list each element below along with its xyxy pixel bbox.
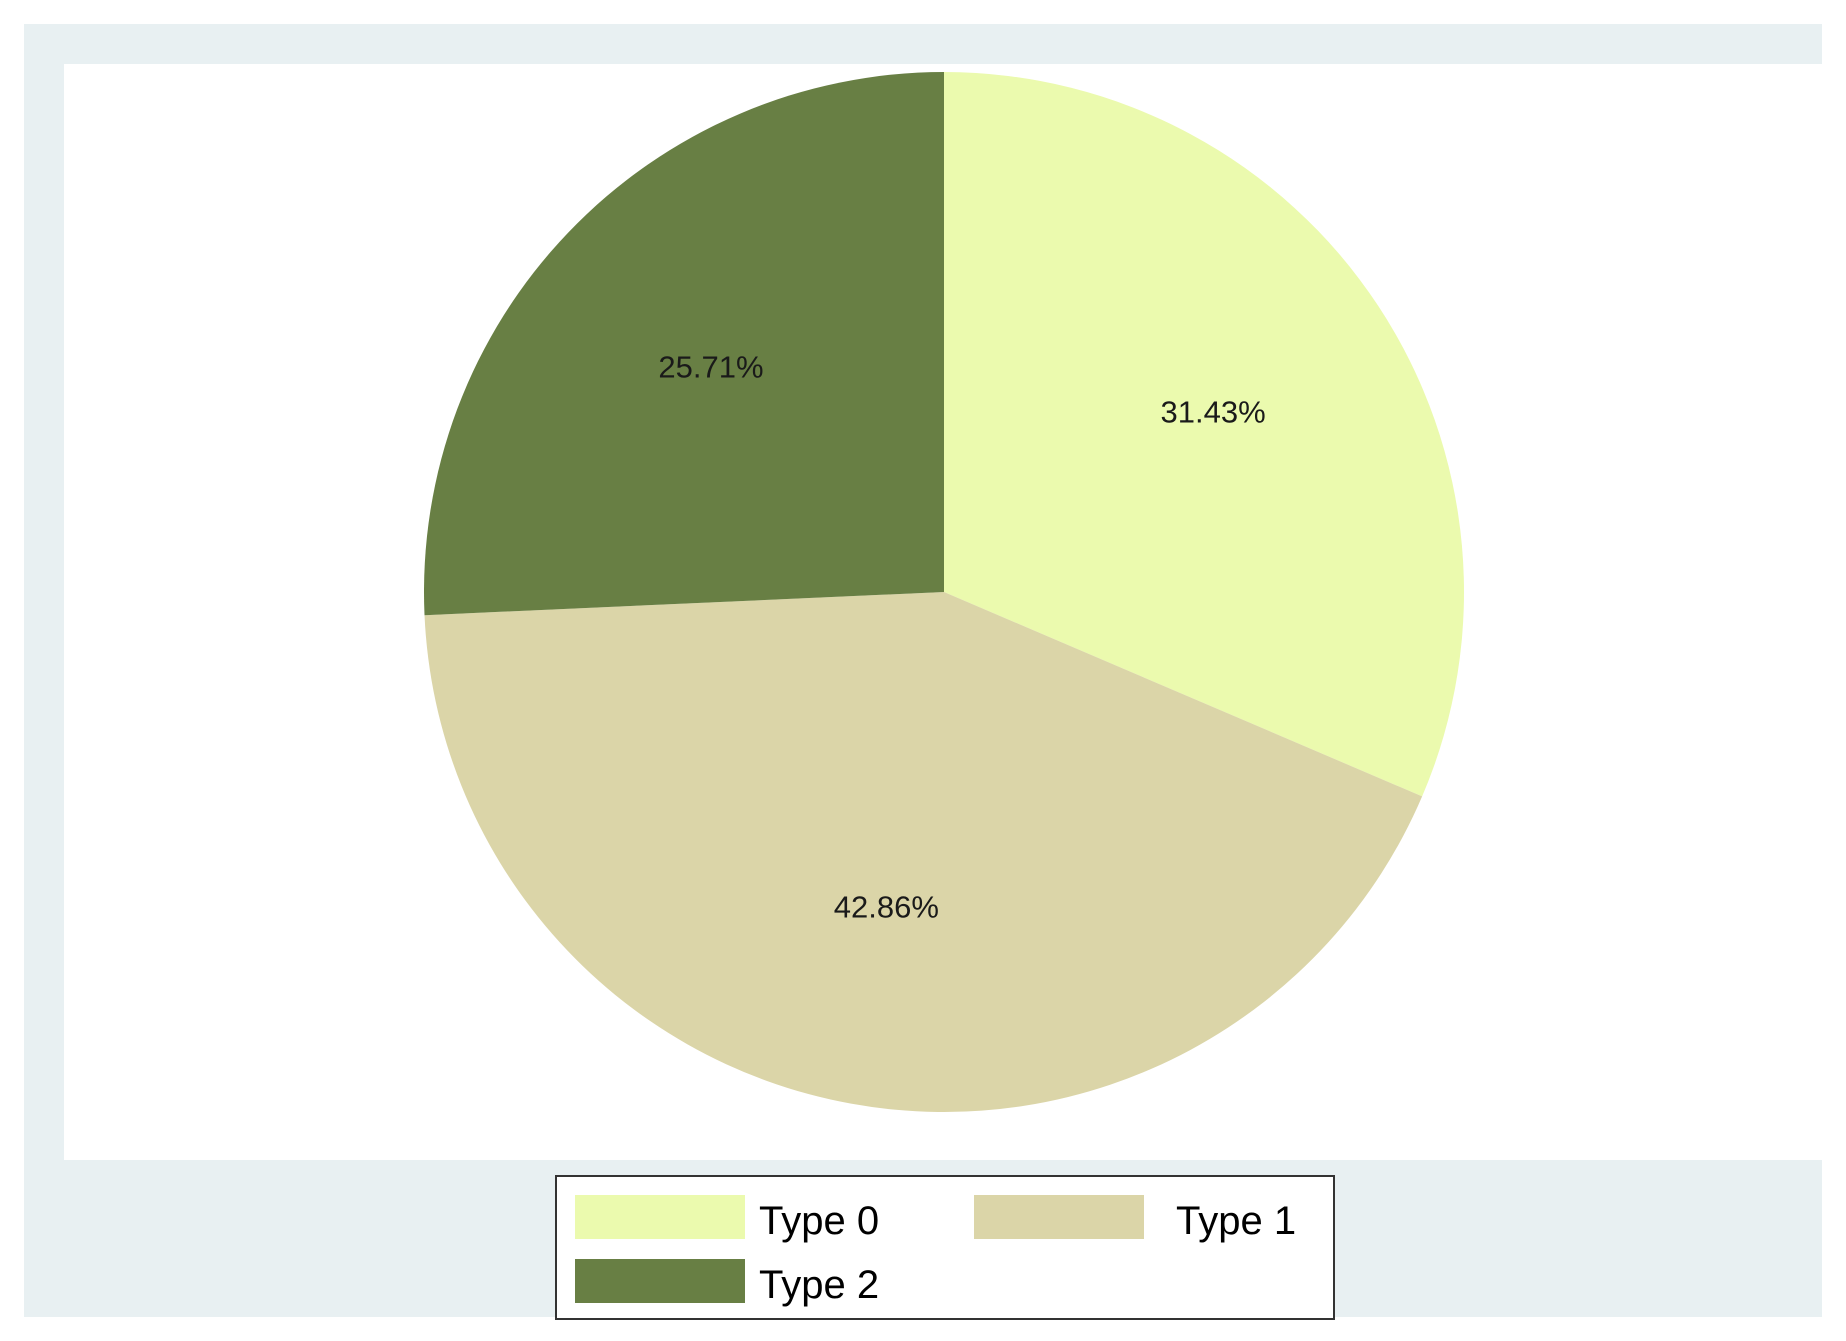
- slice-label-type-0: 31.43%: [1161, 395, 1266, 430]
- pie-slice-type-2: [424, 72, 944, 616]
- legend: Type 0 Type 1 Type 2: [555, 1175, 1335, 1320]
- plot-region: 31.43% 42.86% 25.71%: [64, 64, 1830, 1160]
- chart-frame: 31.43% 42.86% 25.71% Type 0 Type 1 Type 2: [24, 24, 1830, 1320]
- pie-slice-type-1: [424, 592, 1423, 1112]
- pie-chart: 31.43% 42.86% 25.71%: [424, 72, 1465, 1112]
- legend-label-type-1: Type 1: [1176, 1199, 1297, 1243]
- legend-swatch-type-0: [575, 1195, 745, 1239]
- slice-label-type-2: 25.71%: [658, 349, 763, 384]
- slice-label-type-1: 42.86%: [834, 889, 939, 924]
- legend-swatch-type-1: [974, 1195, 1144, 1239]
- legend-label-type-0: Type 0: [759, 1199, 880, 1243]
- legend-swatch-type-2: [575, 1259, 745, 1303]
- pie-slice-type-0: [944, 72, 1465, 797]
- legend-label-type-2: Type 2: [759, 1263, 880, 1307]
